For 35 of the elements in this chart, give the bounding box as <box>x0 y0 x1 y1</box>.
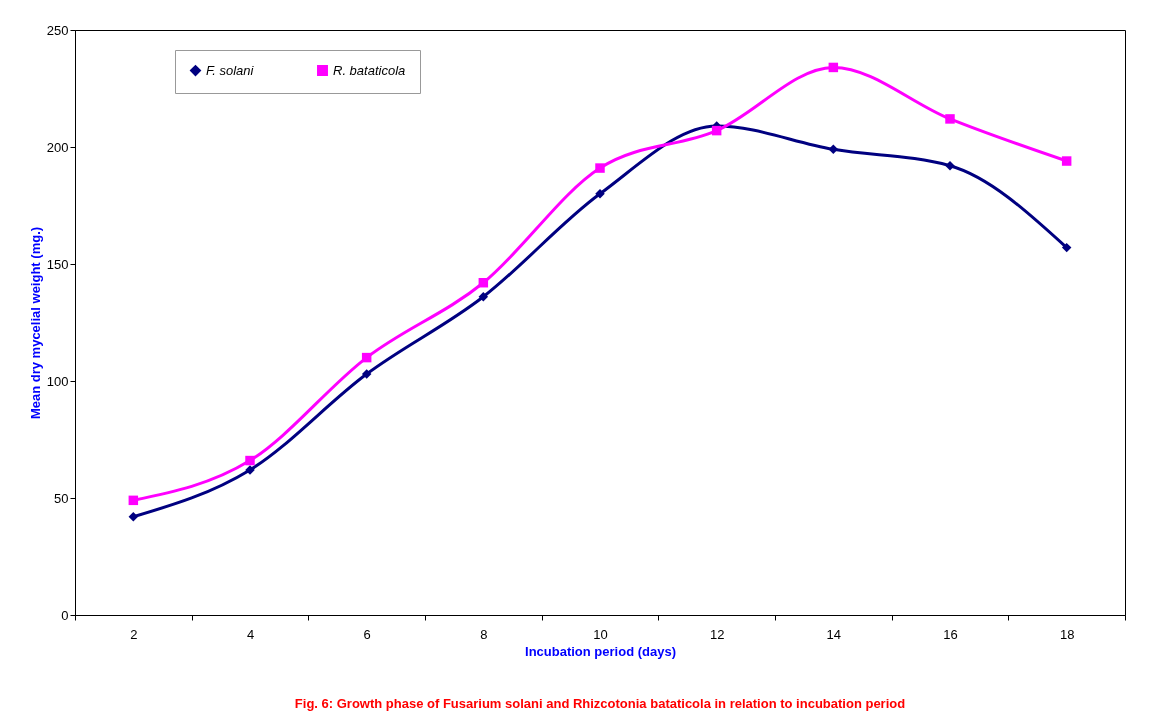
point <box>478 292 489 302</box>
point <box>478 277 489 288</box>
x-tick-label: 6 <box>363 626 371 642</box>
point <box>245 455 255 466</box>
legend-label: R. bataticola <box>333 62 406 78</box>
point <box>828 62 839 73</box>
legend-label: F. solani <box>206 62 255 78</box>
x-tick-label: 16 <box>943 626 958 642</box>
y-tick-label: 100 <box>46 373 69 389</box>
y-tick-label: 250 <box>46 22 69 38</box>
point <box>128 495 139 506</box>
point <box>361 352 372 363</box>
x-tick-label: 4 <box>246 626 255 642</box>
y-tick-label: 50 <box>54 490 69 506</box>
y-tick-label: 0 <box>61 607 69 623</box>
point <box>711 125 722 136</box>
x-tick-label: 18 <box>1059 626 1075 642</box>
point <box>128 511 139 522</box>
x-axis-title: Incubation period (days) <box>525 643 676 659</box>
x-tick-label: 10 <box>593 626 608 642</box>
text: Fig. 6: Growth phase of Fusarium solani and Rhizcotonia bataticola in relation to incubation period <box>294 696 906 711</box>
y-axis-title: Mean dry mycelial weight (mg.) <box>27 226 43 420</box>
x-tick-label: 14 <box>826 626 842 642</box>
x-tick-label: 12 <box>709 626 725 642</box>
point <box>595 163 605 173</box>
point <box>1061 242 1072 253</box>
point <box>828 144 839 155</box>
y-tick-label: 200 <box>46 139 69 155</box>
point <box>945 160 955 171</box>
x-tick-label: 2 <box>130 626 138 642</box>
point <box>945 114 955 124</box>
x-tick-label: 8 <box>480 626 488 642</box>
y-tick-label: 150 <box>46 256 69 272</box>
point <box>361 369 372 379</box>
point <box>1061 156 1072 166</box>
